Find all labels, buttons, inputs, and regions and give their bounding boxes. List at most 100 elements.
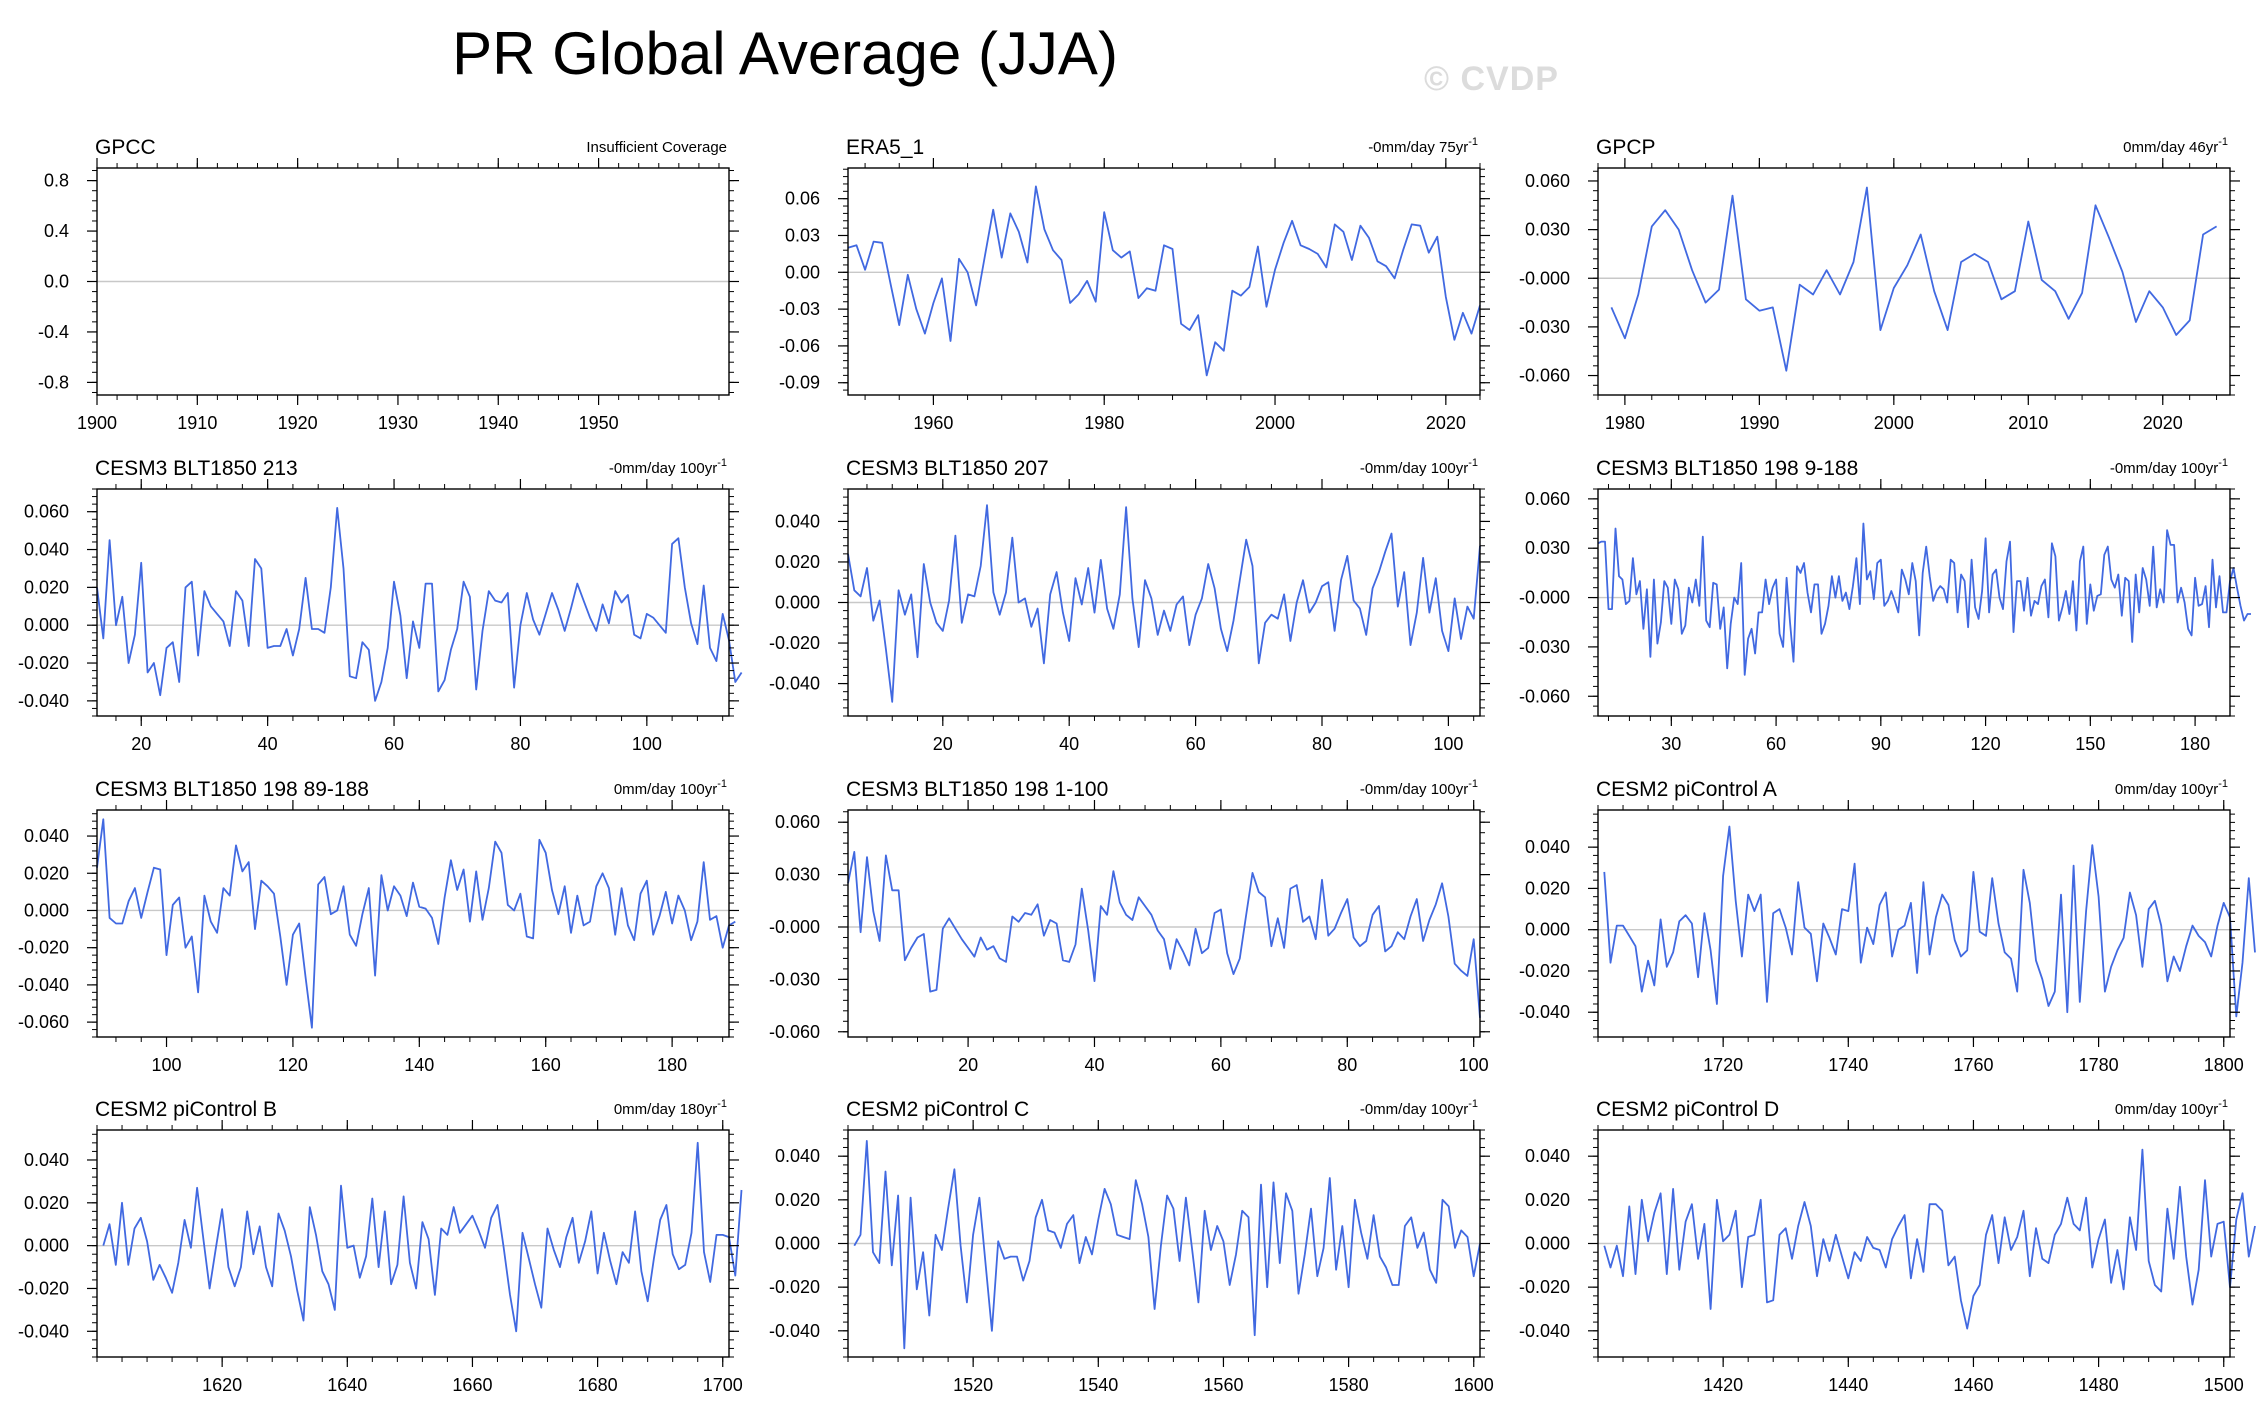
panel-title: CESM3 BLT1850 198 1-100: [846, 778, 1108, 801]
x-tick-label: 60: [384, 734, 404, 754]
y-tick-label: 0.06: [785, 189, 820, 209]
y-tick-label: 0.040: [775, 1146, 820, 1166]
y-tick-label: 0.060: [1525, 489, 1570, 509]
panel-8: 20 40 60 80 100 -0.060 -0.030 -0.000 0.030 0.060 C…: [769, 778, 1490, 1075]
y-tick-label: -0.020: [1519, 961, 1570, 981]
y-tick-label: -0.09: [779, 373, 820, 393]
series-line: [1603, 1148, 2256, 1330]
panel-subtitle: 0mm/day 46yr-1: [2123, 136, 2228, 156]
x-tick-label: 1600: [1454, 1375, 1494, 1395]
series-line: [1610, 186, 2218, 372]
x-tick-label: 1800: [2204, 1055, 2244, 1075]
panel-12: 1420 1440 1460 1480 1500 -0.040 -0.020 0.000 0.0…: [1519, 1098, 2256, 1395]
x-tick-label: 20: [933, 734, 953, 754]
x-tick-label: 150: [2075, 734, 2105, 754]
y-tick-label: 0.040: [1525, 1146, 1570, 1166]
x-tick-label: 1960: [913, 413, 953, 433]
y-tick-label: -0.040: [1519, 1321, 1570, 1341]
panel-title: CESM2 piControl D: [1596, 1098, 1779, 1121]
y-tick-label: 0.020: [24, 577, 69, 597]
y-tick-label: -0.040: [18, 975, 69, 995]
y-tick-label: 0.040: [1525, 837, 1570, 857]
y-tick-label: 0.040: [775, 511, 820, 531]
subtitle-superscript: -1: [2218, 136, 2228, 148]
y-tick-label: -0.060: [1519, 686, 1570, 706]
panel-subtitle: 0mm/day 100yr-1: [2115, 778, 2228, 798]
x-tick-label: 1640: [327, 1375, 367, 1395]
y-tick-label: 0.000: [24, 900, 69, 920]
y-tick-label: -0.020: [769, 1277, 820, 1297]
y-tick-label: -0.040: [18, 1321, 69, 1341]
x-tick-label: 1560: [1203, 1375, 1243, 1395]
x-tick-label: 1980: [1084, 413, 1124, 433]
x-tick-label: 1910: [177, 413, 217, 433]
y-tick-label: 0.000: [1525, 920, 1570, 940]
panel-9: 1720 1740 1760 1780 1800 -0.040 -0.020 0.000 0.0…: [1519, 778, 2256, 1075]
panel-10: 1620 1640 1660 1680 1700 -0.040 -0.020 0.000 0.0…: [18, 1098, 743, 1395]
y-tick-label: -0.8: [38, 372, 69, 392]
panel-subtitle: -0mm/day 100yr-1: [1360, 1098, 1478, 1118]
x-tick-label: 90: [1871, 734, 1891, 754]
series-line: [102, 1141, 743, 1333]
x-tick-label: 1930: [378, 413, 418, 433]
panel-title: GPCP: [1596, 136, 1656, 159]
y-tick-label: 0.020: [775, 1190, 820, 1210]
x-tick-label: 1950: [579, 413, 619, 433]
y-tick-label: -0.030: [1519, 317, 1570, 337]
y-tick-label: -0.000: [769, 917, 820, 937]
y-tick-label: -0.030: [769, 969, 820, 989]
subtitle-superscript: -1: [2218, 778, 2228, 790]
panel-title: CESM3 BLT1850 213: [95, 457, 298, 480]
panel-2: 1960 1980 2000 2020 -0.09 -0.06 -0.03 0.00 0.03 0…: [779, 136, 1490, 433]
y-tick-label: -0.03: [779, 299, 820, 319]
subtitle-superscript: -1: [2218, 457, 2228, 469]
x-tick-label: 1920: [278, 413, 318, 433]
y-tick-label: -0.060: [18, 1012, 69, 1032]
panel-subtitle: -0mm/day 100yr-1: [2110, 457, 2228, 477]
y-tick-label: -0.040: [18, 691, 69, 711]
y-tick-label: -0.060: [1519, 366, 1570, 386]
y-tick-label: 0.020: [1525, 878, 1570, 898]
y-tick-label: 0.060: [24, 502, 69, 522]
x-tick-label: 1520: [953, 1375, 993, 1395]
x-tick-label: 2020: [2143, 413, 2183, 433]
x-tick-label: 2020: [1426, 413, 1466, 433]
panel-title: CESM2 piControl B: [95, 1098, 277, 1121]
y-tick-label: 0.8: [44, 171, 69, 191]
x-tick-label: 1700: [703, 1375, 743, 1395]
plot-frame: [1597, 809, 2231, 1038]
y-tick-label: 0.000: [24, 1236, 69, 1256]
panel-subtitle: -0mm/day 100yr-1: [1360, 778, 1478, 798]
chart-title: PR Global Average (JJA): [452, 20, 1118, 87]
panel-subtitle: -0mm/day 100yr-1: [1360, 457, 1478, 477]
y-tick-label: 0.020: [1525, 1190, 1570, 1210]
x-tick-label: 40: [258, 734, 278, 754]
x-tick-label: 1680: [578, 1375, 618, 1395]
panel-11: 1520 1540 1560 1580 1600 -0.040 -0.020 0.000 0.0…: [769, 1098, 1494, 1395]
plot-frame: [847, 809, 1481, 1038]
x-tick-label: 60: [1766, 734, 1786, 754]
x-tick-label: 100: [1433, 734, 1463, 754]
x-tick-label: 30: [1661, 734, 1681, 754]
x-tick-label: 1420: [1703, 1375, 1743, 1395]
y-tick-label: 0.040: [24, 826, 69, 846]
subtitle-superscript: -1: [1468, 457, 1478, 469]
panel-1: 1900 1910 1920 1930 1940 1950 -0.8 -0.4 0.0 0.4 0.…: [38, 136, 739, 433]
x-tick-label: 80: [1312, 734, 1332, 754]
x-tick-label: 1720: [1703, 1055, 1743, 1075]
panel-3: 1980 1990 2000 2010 2020 -0.060 -0.030 -0.000 0.…: [1519, 136, 2240, 433]
x-tick-label: 140: [404, 1055, 434, 1075]
panel-title: CESM3 BLT1850 198 89-188: [95, 778, 369, 801]
subtitle-superscript: -1: [717, 1098, 727, 1110]
y-tick-label: 0.030: [1525, 538, 1570, 558]
series-line: [847, 185, 1481, 377]
x-tick-label: 1740: [1828, 1055, 1868, 1075]
panel-title: CESM3 BLT1850 207: [846, 457, 1049, 480]
y-tick-label: 0.060: [775, 812, 820, 832]
x-tick-label: 1780: [2079, 1055, 2119, 1075]
x-tick-label: 120: [278, 1055, 308, 1075]
series-line: [1597, 522, 2251, 676]
panel-title: CESM2 piControl C: [846, 1098, 1029, 1121]
panel-title: CESM3 BLT1850 198 9-188: [1596, 457, 1858, 480]
x-tick-label: 100: [1459, 1055, 1489, 1075]
